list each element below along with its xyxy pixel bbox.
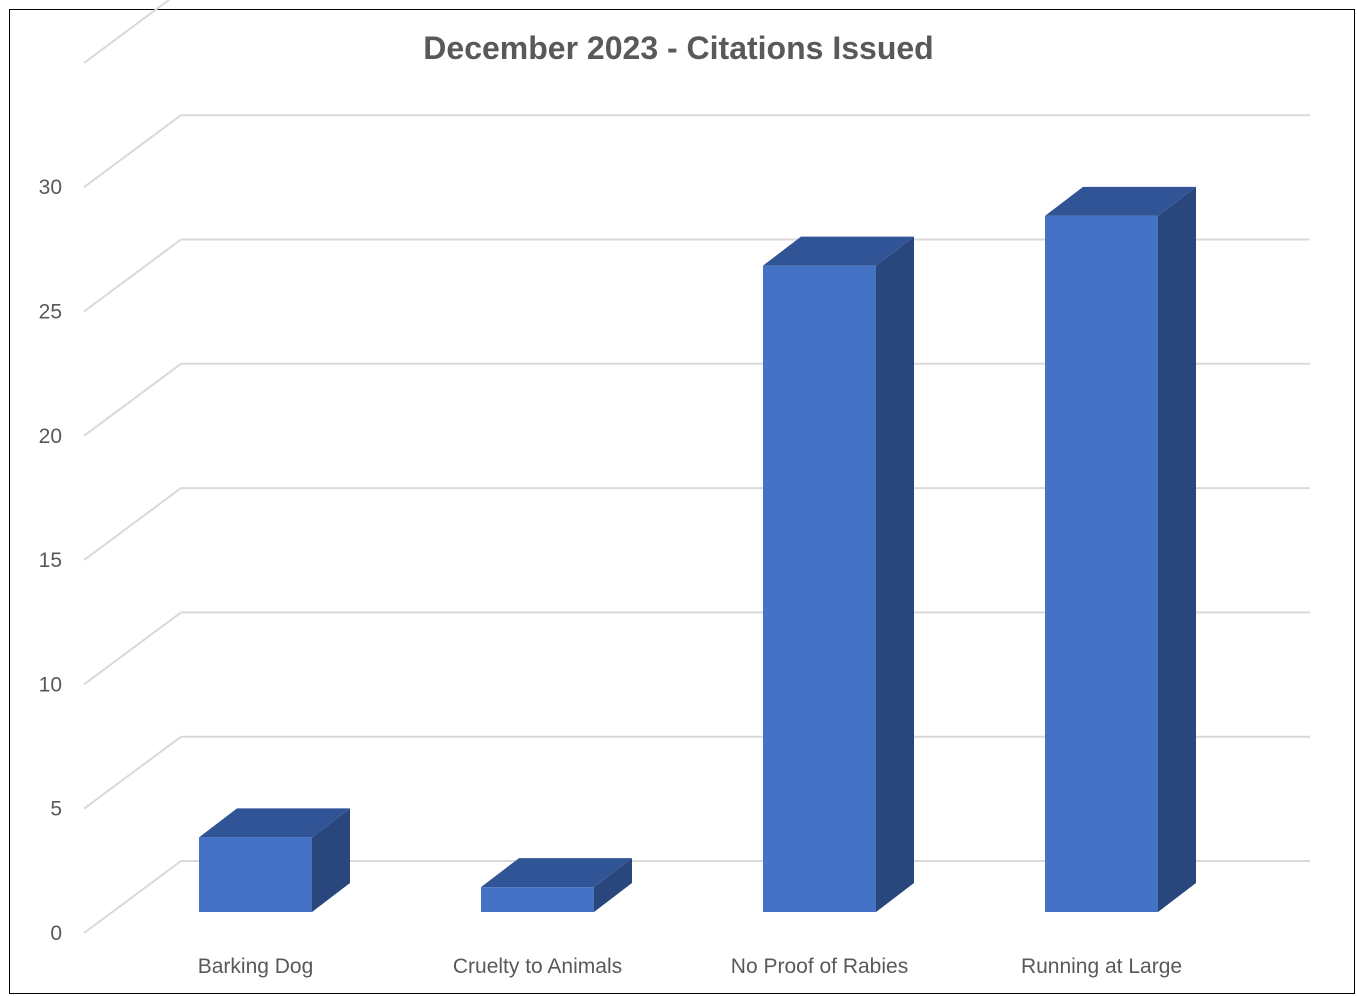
bar-top: [763, 236, 914, 266]
bar-top: [481, 858, 632, 888]
gridline-depth: [83, 487, 182, 561]
x-axis-labels: Barking Dog Cruelty to Animals No Proof of…: [198, 955, 1182, 978]
bar-front: [1045, 215, 1158, 913]
y-tick-label: 25: [39, 301, 62, 324]
gridline-depth: [83, 735, 182, 810]
bar: [763, 236, 914, 912]
y-axis-ticks: 0 5 10 15 20 25 30: [39, 176, 62, 945]
y-tick-label: 30: [39, 176, 62, 199]
gridline-depth: [83, 238, 182, 313]
x-tick-label: Barking Dog: [198, 955, 314, 978]
bar-side: [594, 858, 632, 912]
gridline-depth: [83, 362, 182, 437]
gridline-depth: [83, 860, 182, 934]
bar-side: [1158, 186, 1196, 913]
y-tick-label: 0: [50, 922, 62, 945]
bar-front: [481, 887, 594, 912]
bar-front: [763, 265, 876, 912]
x-tick-label: Running at Large: [1021, 955, 1182, 978]
bar-top: [1045, 186, 1196, 216]
y-tick-label: 10: [39, 673, 62, 696]
bar-front: [199, 837, 312, 912]
y-tick-label: 5: [50, 798, 62, 821]
gridline-depth: [83, 611, 182, 686]
bars: [199, 186, 1196, 913]
gridline-depth: [83, 0, 171, 64]
x-tick-label: No Proof of Rabies: [731, 955, 908, 978]
y-tick-label: 20: [39, 425, 62, 448]
bar: [481, 858, 632, 912]
chart-title: December 2023 - Citations Issued: [423, 30, 934, 66]
gridline-depth: [83, 114, 182, 189]
bar: [199, 808, 350, 912]
x-tick-label: Cruelty to Animals: [453, 955, 622, 978]
bar-top: [199, 808, 350, 838]
bar-side: [876, 236, 914, 912]
y-tick-label: 15: [39, 549, 62, 572]
bar: [1045, 186, 1196, 913]
bar-side: [312, 808, 350, 912]
